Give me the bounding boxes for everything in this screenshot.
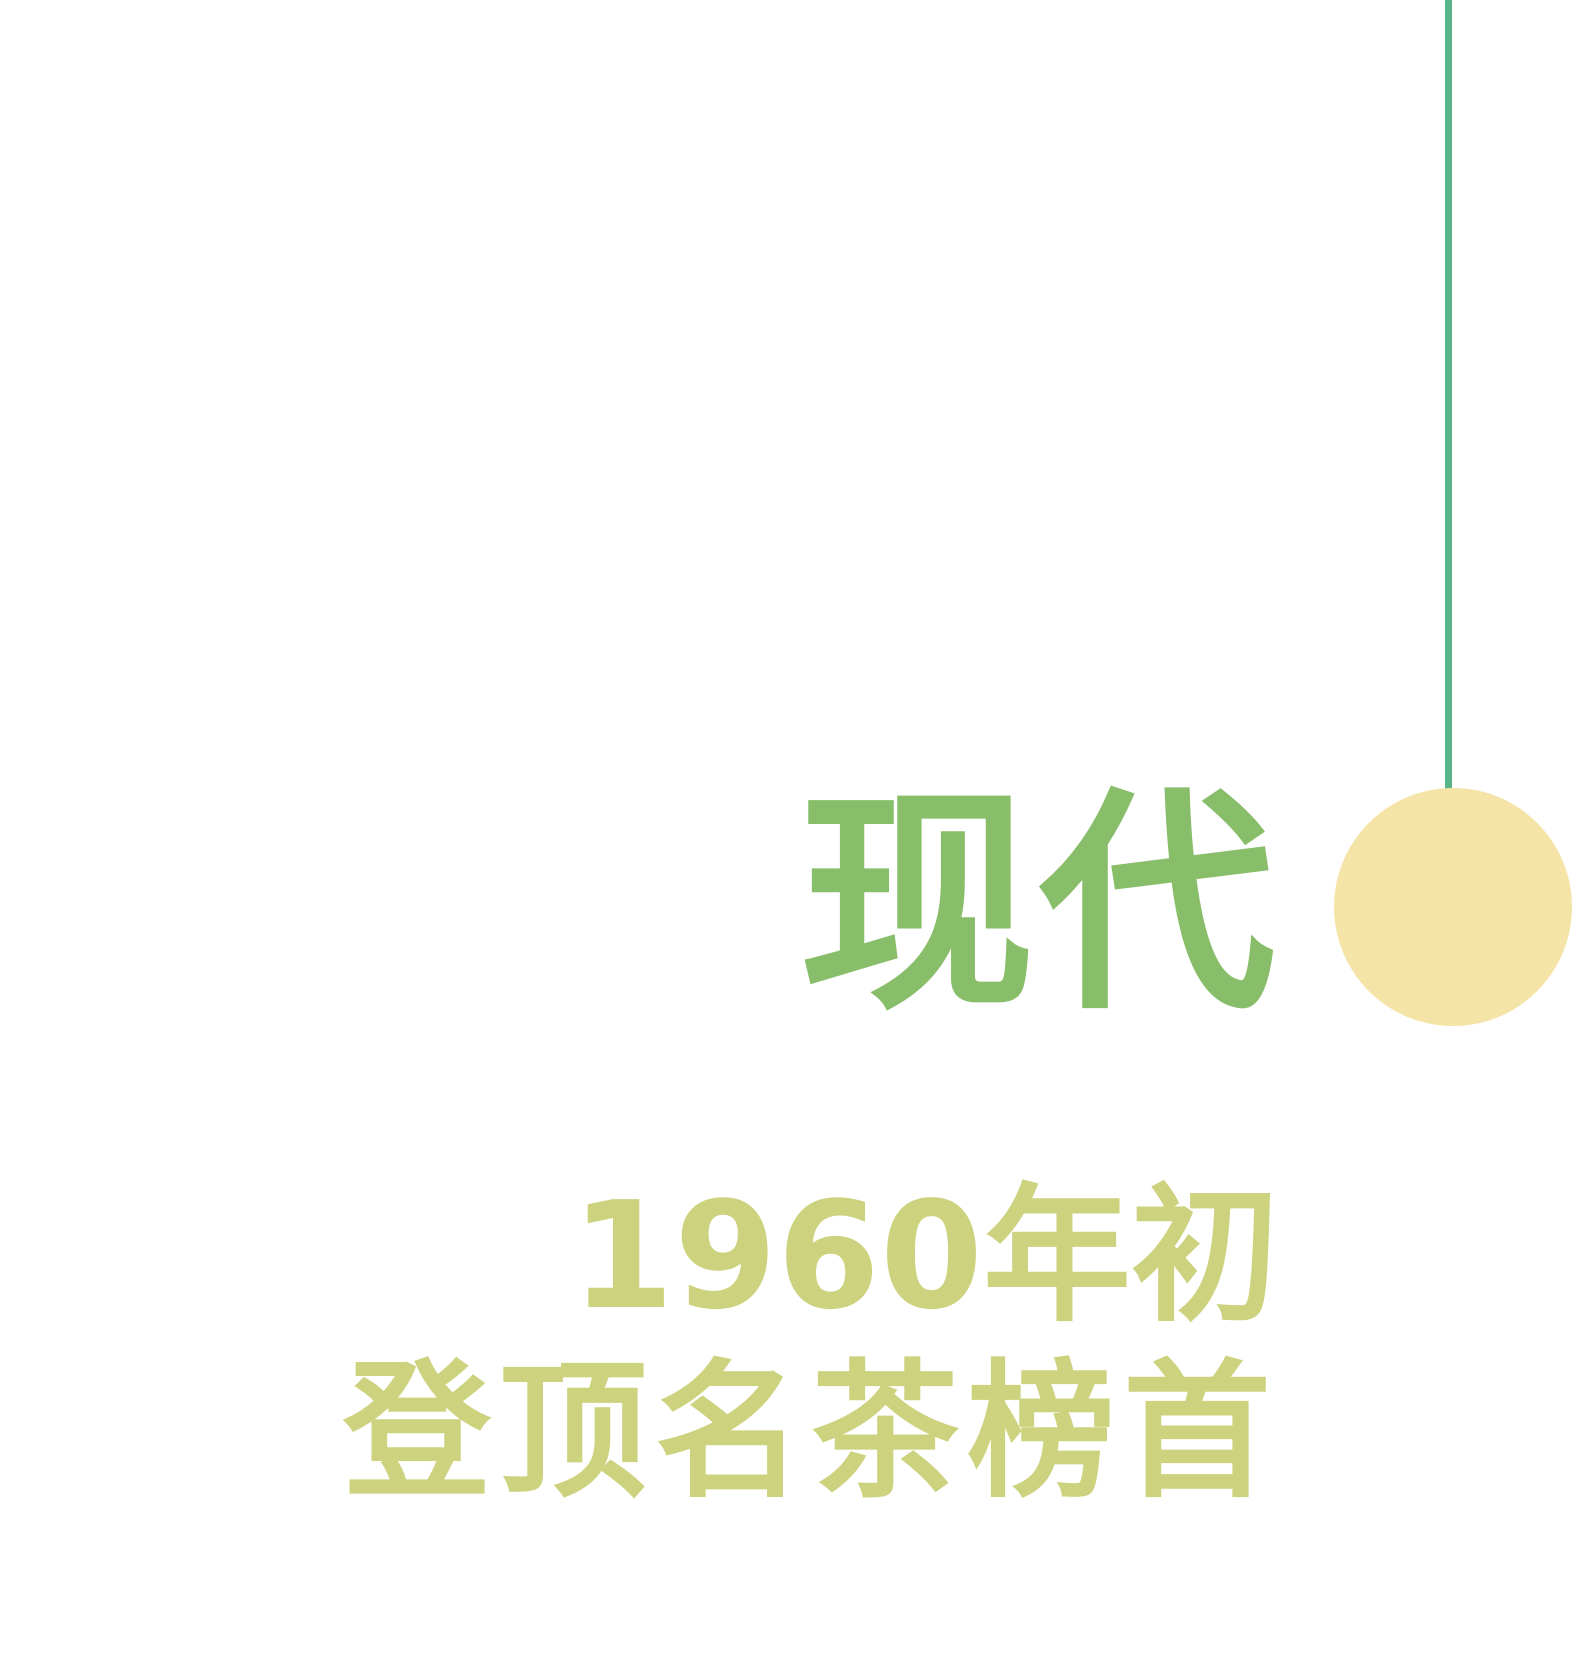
event-caption: 1960年初 登顶名茶榜首	[343, 1168, 1279, 1520]
event-year-line: 1960年初	[571, 1170, 1279, 1342]
era-title: 现代	[798, 767, 1279, 1042]
timeline-line	[1445, 0, 1452, 790]
timeline-dot	[1334, 788, 1572, 1026]
event-description-line: 登顶名茶榜首	[343, 1346, 1279, 1518]
